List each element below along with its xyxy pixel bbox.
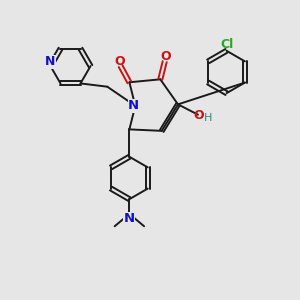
Text: N: N — [124, 212, 135, 225]
Text: H: H — [204, 112, 212, 123]
Text: O: O — [160, 50, 171, 64]
Text: O: O — [115, 55, 125, 68]
Text: O: O — [193, 109, 204, 122]
Text: N: N — [128, 99, 140, 112]
Text: N: N — [45, 56, 56, 68]
Text: Cl: Cl — [220, 38, 234, 51]
